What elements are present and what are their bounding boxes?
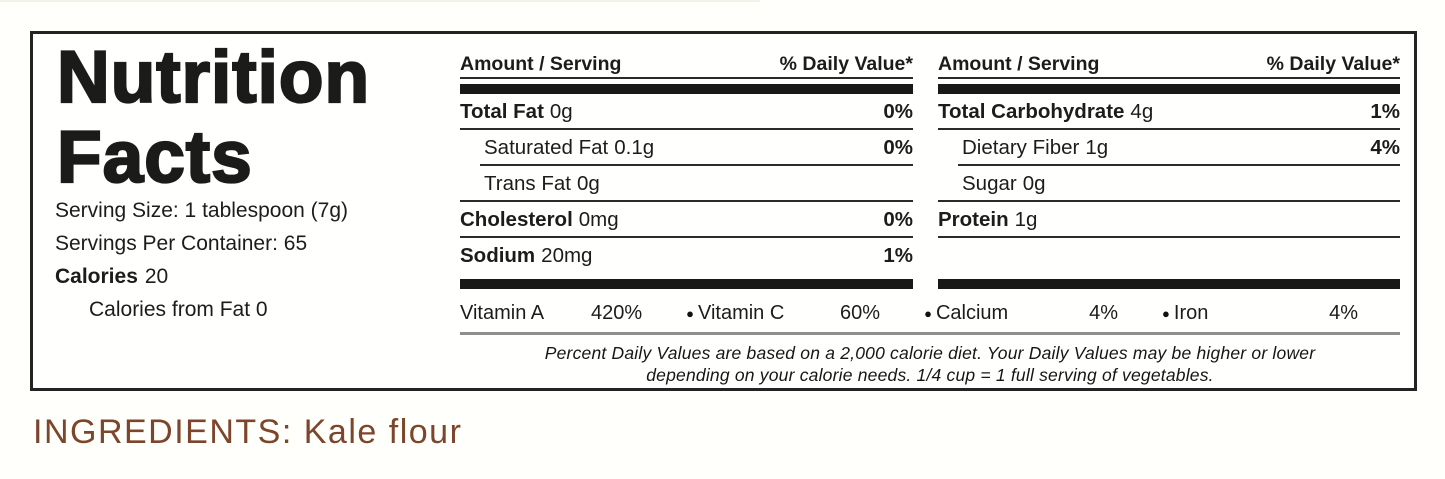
micronutrient-value: 60% [840, 301, 881, 324]
nutrient-dv: 0% [883, 100, 913, 123]
empty-row-spacer [938, 238, 1400, 274]
micronutrient-name: Vitamin A [460, 301, 545, 324]
nutrient-name: Saturated Fat [484, 136, 609, 159]
nutrient-dv: 0% [883, 208, 913, 231]
nutrient-name: Dietary Fiber [962, 136, 1080, 159]
nutrition-label-panel: Nutrition Facts Serving Size: 1 tablespo… [30, 31, 1417, 391]
column-header: Amount / Serving % Daily Value* [460, 54, 913, 79]
nutrient-amount: 0.1g [614, 136, 655, 159]
header-daily-value: % Daily Value* [779, 53, 913, 75]
header-daily-value: % Daily Value* [1266, 53, 1400, 75]
micronutrient-value: 4% [1329, 301, 1359, 324]
calories-value: 20 [144, 265, 169, 288]
footnote-divider-line [460, 332, 1400, 335]
nutrient-name: Cholesterol [460, 208, 573, 231]
nutrient-dv: 0% [883, 136, 913, 159]
micronutrient-row: Vitamin A 420% ● Vitamin C 60% ● Calcium… [460, 296, 1400, 330]
thick-divider-bar [938, 84, 1400, 94]
nutrition-facts-title: Nutrition Facts [56, 36, 371, 198]
thick-divider-bar [460, 84, 913, 94]
nutrient-amount: 1g [1085, 136, 1109, 159]
calories-label: Calories [55, 265, 138, 288]
bullet-separator-icon: ● [686, 305, 694, 321]
daily-value-footnote: Percent Daily Values are based on a 2,00… [460, 342, 1400, 386]
nutrient-amount: 20mg [541, 244, 593, 267]
nutrient-name: Total Fat [460, 100, 544, 123]
nutrient-name: Trans Fat [484, 172, 571, 195]
nutrient-rows: Total Carbohydrate 4g 1% Dietary Fiber 1g … [938, 94, 1400, 274]
bullet-separator-icon: ● [924, 305, 932, 321]
header-amount-serving: Amount / Serving [460, 53, 622, 75]
nutrient-dv: 1% [1370, 100, 1400, 123]
nutrient-amount: 0g [576, 172, 600, 195]
nutrient-row-dietary-fiber: Dietary Fiber 1g 4% [938, 130, 1400, 166]
nutrient-row-total-fat: Total Fat 0g 0% [460, 94, 913, 130]
header-amount-serving: Amount / Serving [938, 53, 1100, 75]
nutrient-amount: 0g [1022, 172, 1046, 195]
title-line-1: Nutrition [56, 36, 371, 118]
footnote-line-2: depending on your calorie needs. 1/4 cup… [646, 365, 1214, 385]
nutrient-name: Sodium [460, 244, 536, 267]
micronutrient-calcium: Calcium 4% [936, 302, 1162, 325]
micronutrient-value: 420% [590, 301, 643, 324]
nutrient-row-saturated-fat: Saturated Fat 0.1g 0% [460, 130, 913, 166]
column-header: Amount / Serving % Daily Value* [938, 54, 1400, 79]
nutrient-name: Total Carbohydrate [938, 100, 1125, 123]
title-line-2: Facts [56, 116, 253, 198]
nutrient-row-sugar: Sugar 0g [938, 166, 1400, 202]
nutrient-dv: 1% [883, 244, 913, 267]
nutrient-amount: 4g [1130, 100, 1154, 123]
nutrient-row-trans-fat: Trans Fat 0g [460, 166, 913, 202]
servings-per-container-text: Servings Per Container: 65 [55, 232, 308, 255]
micronutrient-name: Vitamin C [697, 301, 785, 324]
serving-info-block: Serving Size: 1 tablespoon (7g) Servings… [55, 194, 348, 326]
micronutrient-name: Iron [1173, 301, 1209, 324]
nutrient-name: Sugar [962, 172, 1017, 195]
label-bottom-area: Vitamin A 420% ● Vitamin C 60% ● Calcium… [460, 296, 1400, 386]
bullet-separator-icon: ● [1162, 305, 1170, 321]
thick-divider-bar [938, 279, 1400, 289]
top-edge-artifact-line [0, 0, 760, 2]
nutrient-amount: 0mg [578, 208, 619, 231]
nutrient-amount: 1g [1014, 208, 1038, 231]
nutrient-dv: 4% [1370, 136, 1400, 159]
nutrient-rows: Total Fat 0g 0% Saturated Fat 0.1g 0% Tran… [460, 94, 913, 274]
label-left-column: Nutrition Facts Serving Size: 1 tablespo… [55, 34, 450, 388]
nutrient-name: Protein [938, 208, 1009, 231]
calories-from-fat-text: Calories from Fat 0 [89, 298, 268, 321]
nutrient-row-total-carbohydrate: Total Carbohydrate 4g 1% [938, 94, 1400, 130]
micronutrient-value: 4% [1089, 301, 1119, 324]
serving-size-text: Serving Size: 1 tablespoon (7g) [55, 199, 349, 222]
micronutrient-name: Calcium [935, 301, 1009, 324]
ingredients-text: INGREDIENTS: Kale flour [33, 413, 463, 451]
nutrient-row-cholesterol: Cholesterol 0mg 0% [460, 202, 913, 238]
micronutrient-vitamin-c: Vitamin C 60% [698, 302, 924, 325]
nutrient-row-protein: Protein 1g [938, 202, 1400, 238]
footnote-line-1: Percent Daily Values are based on a 2,00… [544, 343, 1316, 363]
nutrient-column-right: Amount / Serving % Daily Value* Total Ca… [938, 54, 1400, 289]
micronutrient-vitamin-a: Vitamin A 420% [460, 302, 686, 325]
nutrient-amount: 0g [549, 100, 573, 123]
thick-divider-bar [460, 279, 913, 289]
micronutrient-iron: Iron 4% [1174, 302, 1400, 325]
nutrient-row-sodium: Sodium 20mg 1% [460, 238, 913, 274]
calories-line: Calories 20 [55, 260, 348, 293]
nutrient-column-left: Amount / Serving % Daily Value* Total Fa… [460, 54, 913, 289]
